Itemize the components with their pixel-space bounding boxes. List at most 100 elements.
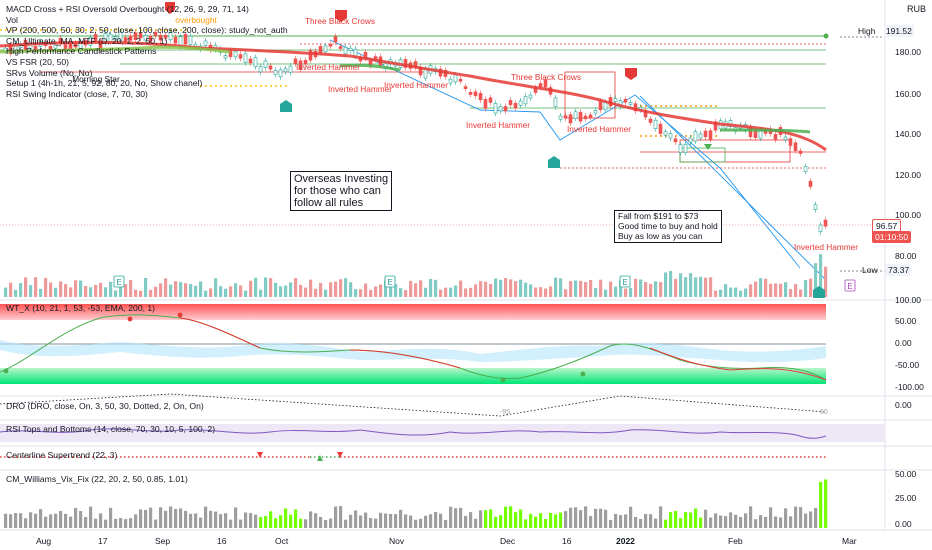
candle[interactable] [493,103,498,114]
candle[interactable] [808,180,813,187]
candle[interactable] [588,114,593,118]
centerline-supertrend-pane[interactable] [0,452,826,461]
candle[interactable] [653,119,658,129]
candle[interactable] [483,99,488,109]
candle[interactable] [468,91,473,95]
candle[interactable] [473,91,478,97]
candle[interactable] [568,114,573,124]
candle[interactable] [773,133,778,140]
indicator-label[interactable]: VP (200, 500, 50, 30, 2, 50, close, 100,… [6,25,288,36]
centerline-title[interactable]: Centerline Supertrend (22, 3) [6,450,118,460]
candle[interactable] [488,97,493,103]
candle[interactable] [248,58,253,64]
candle[interactable] [518,100,523,106]
candle[interactable] [508,100,513,106]
candle[interactable] [543,79,548,88]
candle[interactable] [343,46,348,55]
candle[interactable] [403,59,408,68]
indicator-label[interactable]: MACD Cross + RSI Oversold Overbought (12… [6,4,249,14]
candle[interactable] [238,54,243,59]
candle[interactable] [678,144,683,153]
candle[interactable] [128,35,133,41]
candle[interactable] [158,34,163,41]
candle[interactable] [323,45,328,53]
rsi-tb-title[interactable]: RSI Tops and Bottoms (14, close, 70, 30,… [6,424,216,434]
currency-label[interactable]: RUB [906,4,926,14]
candle[interactable] [553,97,558,107]
candle[interactable] [113,36,118,41]
dro-pane[interactable]: -95 60 0.00 [0,393,912,417]
candle[interactable] [308,50,313,61]
candle[interactable] [148,36,153,42]
candle[interactable] [573,111,578,119]
candle[interactable] [793,142,798,151]
candle[interactable] [348,47,353,51]
candle[interactable] [613,98,618,102]
candle[interactable] [448,78,453,84]
candle[interactable] [783,136,788,141]
candle[interactable] [498,106,503,112]
rsi-tops-bottoms-pane[interactable] [0,424,885,442]
candle[interactable] [673,138,678,143]
candle[interactable] [823,219,828,227]
candle[interactable] [353,48,358,57]
note-fall[interactable]: Fall from $191 to $73 Good time to buy a… [614,210,722,244]
candle[interactable] [118,31,123,41]
candle[interactable] [258,66,263,73]
candle[interactable] [458,78,463,82]
candle[interactable] [578,111,583,122]
candle[interactable] [803,166,808,172]
price-axis[interactable]: 180.00 160.00 140.00 120.00 100.00 80.00 [895,47,921,261]
candle[interactable] [138,32,143,39]
candle[interactable] [53,44,58,49]
candle[interactable] [528,94,533,99]
candle[interactable] [243,53,248,63]
note-overseas[interactable]: Overseas Investing for those who can fol… [290,171,393,211]
wt-title[interactable]: WT_X (10, 21, 1, 53, -53, EMA, 200, 1) [6,303,156,313]
candle[interactable] [813,204,818,210]
candle[interactable] [293,58,298,65]
candle[interactable] [688,137,693,143]
dro-title[interactable]: DRO (DRO, close, On, 3, 50, 30, Dotted, … [6,401,204,411]
candle[interactable] [558,115,563,120]
candle[interactable] [453,74,458,83]
candle[interactable] [633,103,638,112]
indicator-label[interactable]: High Performance Candlestick Patterns [6,46,157,57]
candle[interactable] [283,68,288,73]
candle[interactable] [463,86,468,90]
sell-flag[interactable] [335,10,347,22]
candle[interactable] [593,110,598,114]
candle[interactable] [648,118,653,123]
candle[interactable] [513,103,518,109]
indicator-label[interactable]: SRvs Volume (No, No) [6,67,93,78]
main-price-pane[interactable]: Three Black Crows Inverted Hammer Invert… [0,0,921,300]
candle[interactable] [623,98,628,103]
candle[interactable] [288,65,293,73]
indicator-label[interactable]: Setup 1 (4h-1h, 21, 5, 92, 80, 20, No, S… [6,78,203,89]
vix-fix-pane[interactable]: 50.00 25.00 0.00 [4,469,917,529]
vix-title[interactable]: CM_Williams_Vix_Fix (22, 20, 2, 50, 0.85… [6,474,188,484]
candle[interactable] [583,115,588,120]
wt-pane[interactable]: 50.00 100.00 0.00 -50.00 -100.00 [0,295,924,392]
candle[interactable] [683,143,688,153]
indicator-label[interactable]: CM_Ultimate_MA_MTF (D, 20, 1, 2, 50, 1) [6,35,168,46]
candle[interactable] [328,43,333,47]
candle[interactable] [253,57,258,67]
candle[interactable] [183,34,188,45]
candle[interactable] [598,100,603,111]
indicator-label[interactable]: Vol [6,14,18,25]
buy-flag[interactable] [548,156,560,168]
sell-flag[interactable] [165,2,175,14]
candle[interactable] [818,224,823,232]
candle[interactable] [663,131,668,136]
candle[interactable] [788,138,793,146]
candle[interactable] [523,96,528,105]
candle[interactable] [143,35,148,41]
candle[interactable] [698,133,703,139]
candle[interactable] [478,93,483,101]
candle[interactable] [268,65,273,70]
candle[interactable] [668,133,673,139]
sell-flag[interactable] [625,68,637,80]
candle[interactable] [603,102,608,111]
